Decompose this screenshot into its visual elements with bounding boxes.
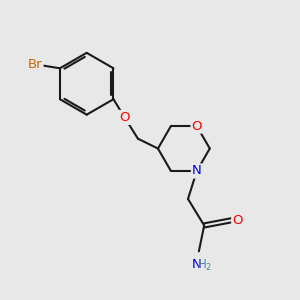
Text: Br: Br [28, 58, 43, 71]
Text: H$_2$: H$_2$ [196, 258, 212, 273]
Text: O: O [192, 120, 202, 133]
Text: N: N [192, 258, 201, 271]
Text: N: N [192, 164, 202, 178]
Text: O: O [119, 111, 130, 124]
Text: O: O [232, 214, 243, 226]
